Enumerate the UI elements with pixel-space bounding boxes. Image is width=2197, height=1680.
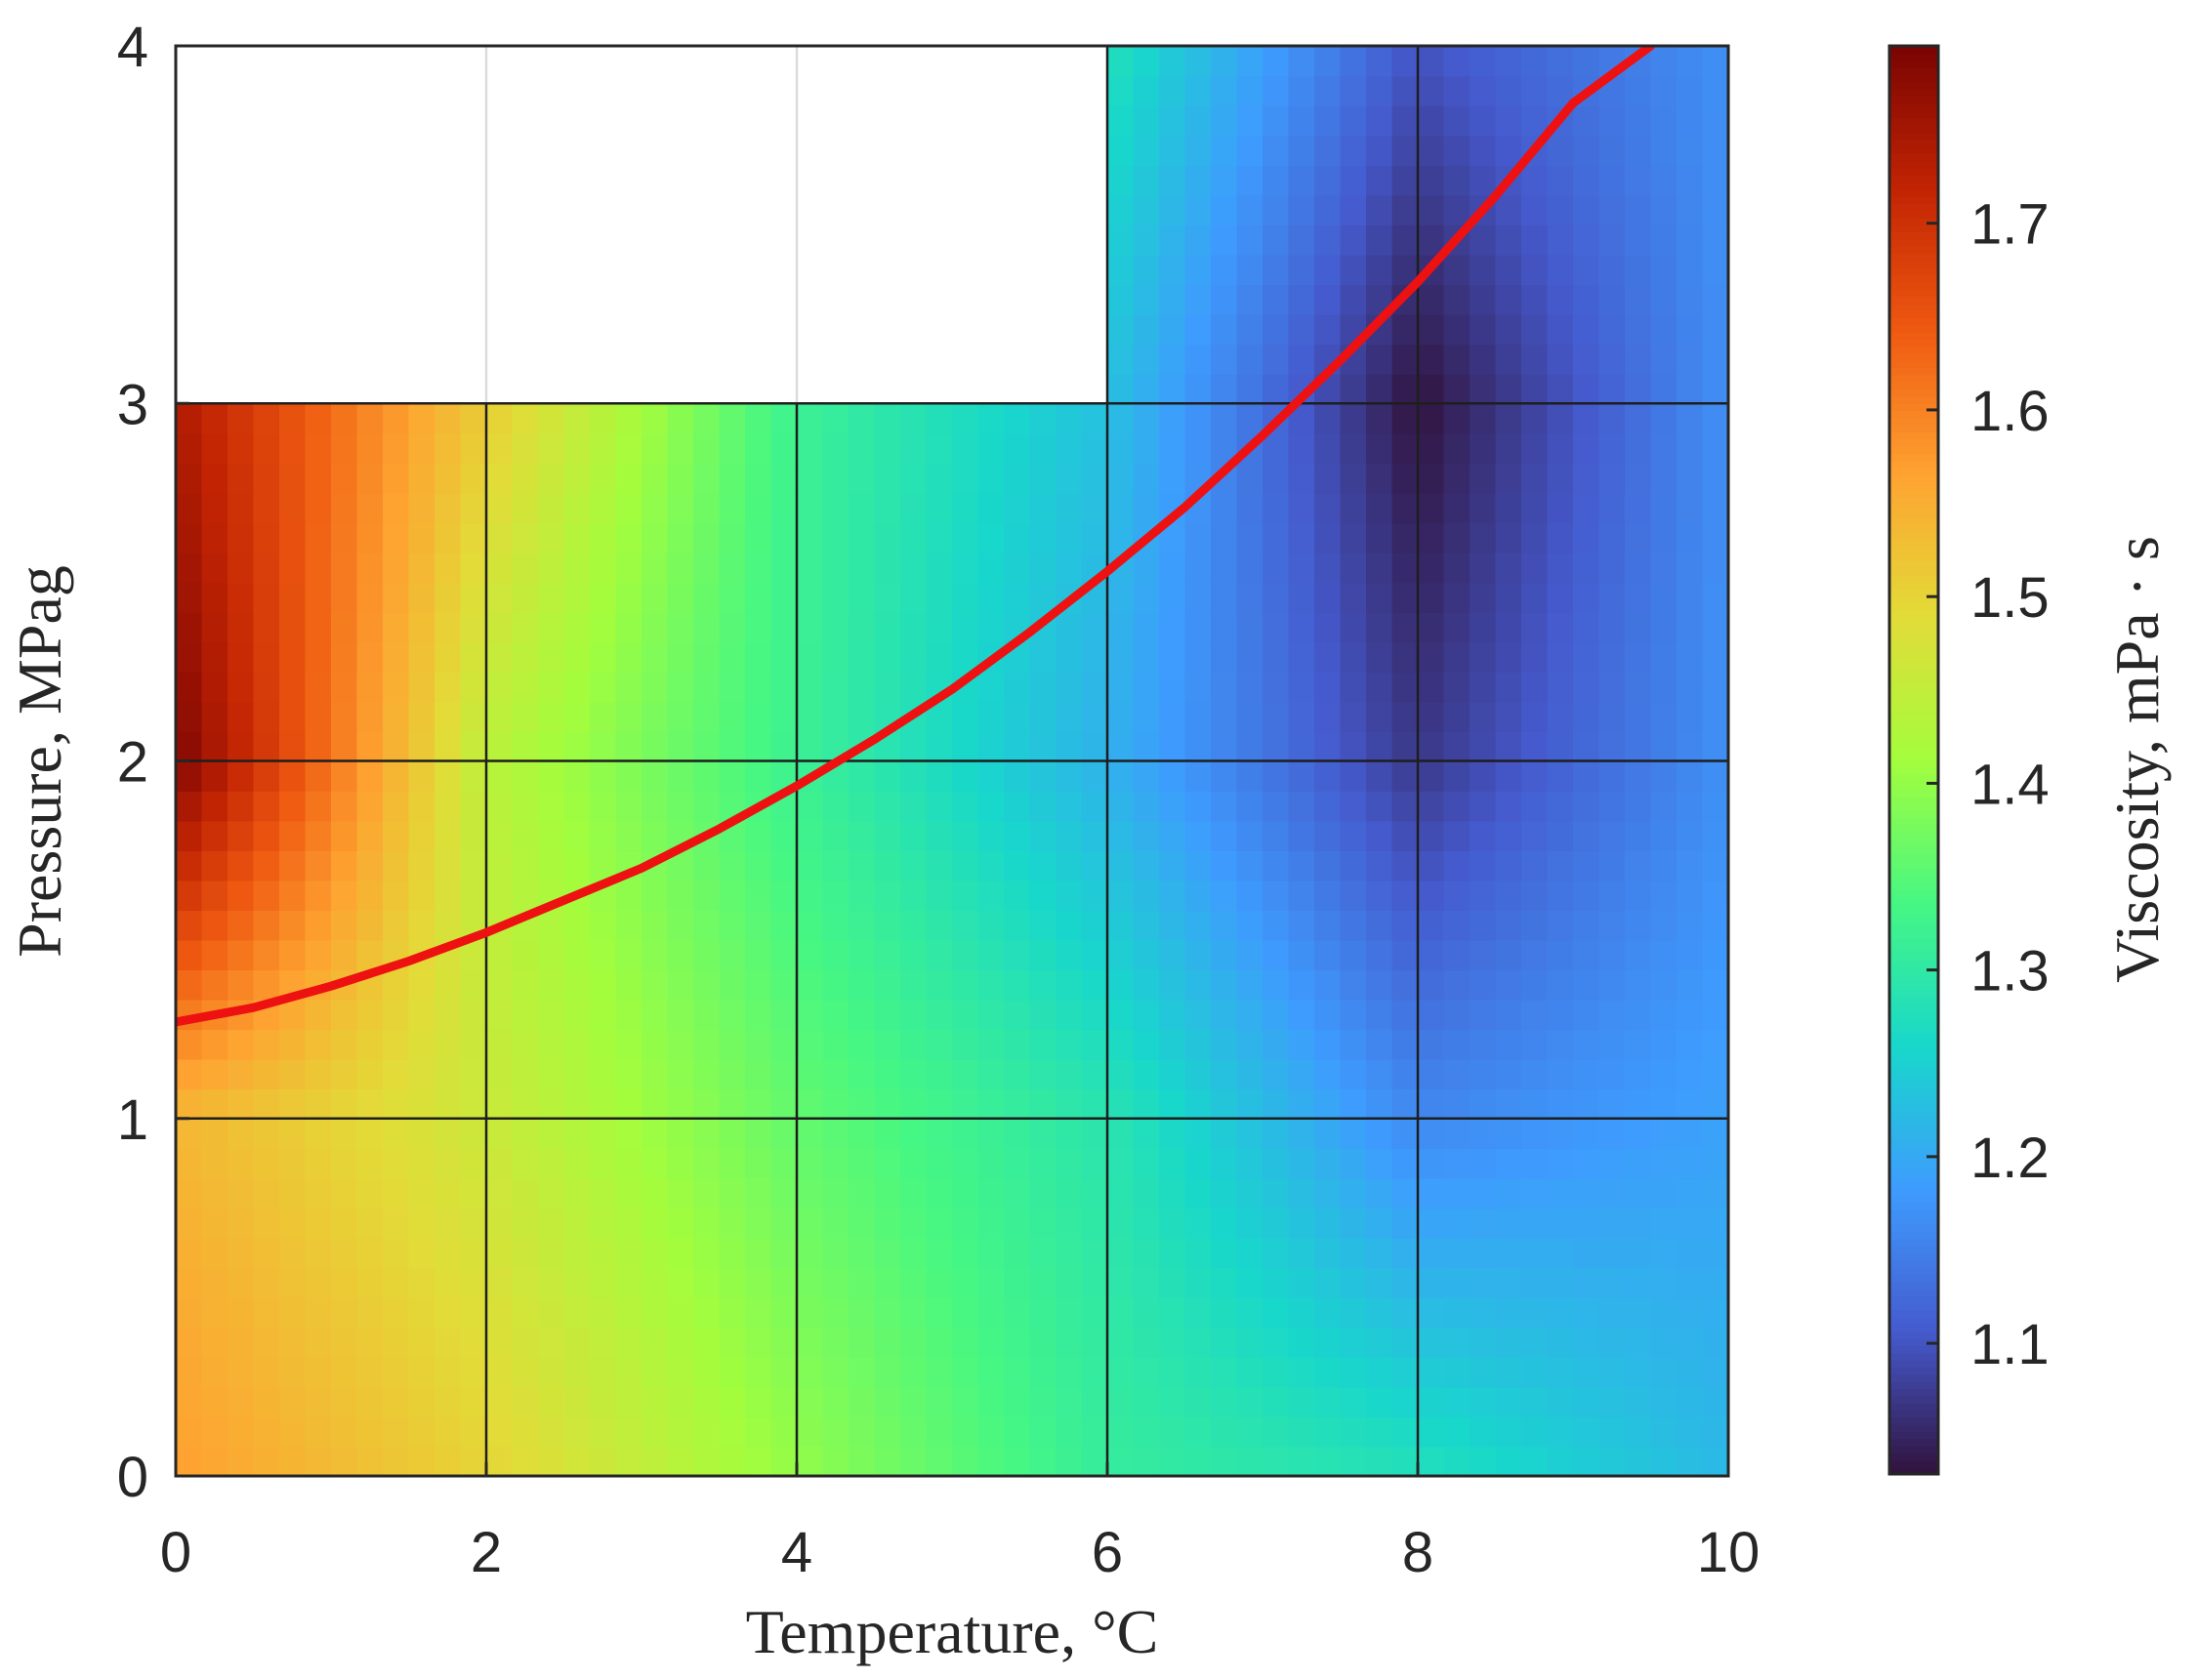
x-tick-label: 10: [1697, 1521, 1761, 1584]
series-line: [176, 46, 1655, 1027]
heatmap-cell: [1107, 403, 1419, 762]
heatmap-cell: [176, 1118, 487, 1476]
y-tick-label: 2: [117, 731, 148, 795]
x-tick-label: 6: [1092, 1521, 1123, 1584]
heatmap-cell: [1418, 760, 1728, 1120]
y-axis-ticks: 0 1 2 3 4: [117, 16, 189, 1509]
heatmap-cell: [486, 760, 798, 1120]
colorbar-tick-label: 1.5: [1970, 566, 2050, 630]
x-tick-label: 4: [781, 1521, 812, 1584]
heatmap-cell: [1418, 403, 1728, 762]
x-axis-label: Temperature, °C: [746, 1597, 1159, 1666]
grid-lines: [176, 46, 1728, 1476]
x-axis-ticks: 0 2 4 6 8 10: [160, 1462, 1760, 1584]
colorbar-tick-label: 1.2: [1970, 1127, 2050, 1190]
y-tick-label: 4: [117, 16, 148, 79]
colorbar-label: Viscosity, mPa · s: [2102, 536, 2172, 983]
series-layer: [176, 46, 1655, 1027]
y-tick-label: 1: [117, 1088, 148, 1152]
colorbar-frame: [1887, 44, 1940, 1476]
colorbar-tick-label: 1.4: [1970, 753, 2050, 816]
colorbar-tick-label: 1.7: [1970, 193, 2050, 257]
heatmap-cell: [486, 1118, 798, 1476]
x-tick-label: 2: [471, 1521, 502, 1584]
heatmap-cell: [1418, 46, 1728, 405]
x-tick-label: 8: [1402, 1521, 1433, 1584]
colorbar-tick-label: 1.6: [1970, 380, 2050, 443]
y-tick-label: 3: [117, 373, 148, 436]
y-axis-label: Pressure, MPag: [5, 565, 74, 958]
heatmap-cell: [1418, 1118, 1728, 1476]
colorbar-tick-label: 1.1: [1970, 1313, 2050, 1376]
heatmap-cell: [486, 403, 798, 762]
y-tick-label: 0: [117, 1446, 148, 1509]
heatmap-cell: [797, 760, 1108, 1120]
heatmap-cell: [1107, 46, 1419, 405]
heatmap-cell: [797, 403, 1108, 762]
colorbar: [1889, 46, 1938, 1475]
x-tick-label: 0: [160, 1521, 191, 1584]
colorbar-tick-label: 1.3: [1970, 940, 2050, 1004]
heatmap-cells: [176, 46, 1728, 1476]
heatmap-cell: [176, 760, 487, 1120]
heatmap-cell: [176, 403, 487, 762]
heatmap-cell: [797, 1118, 1108, 1476]
heatmap-cell: [1107, 760, 1419, 1120]
heatmap-cell: [1107, 1118, 1419, 1476]
colorbar-ticks: 1.1 1.2 1.3 1.4 1.5 1.6 1.7: [1927, 193, 2050, 1376]
